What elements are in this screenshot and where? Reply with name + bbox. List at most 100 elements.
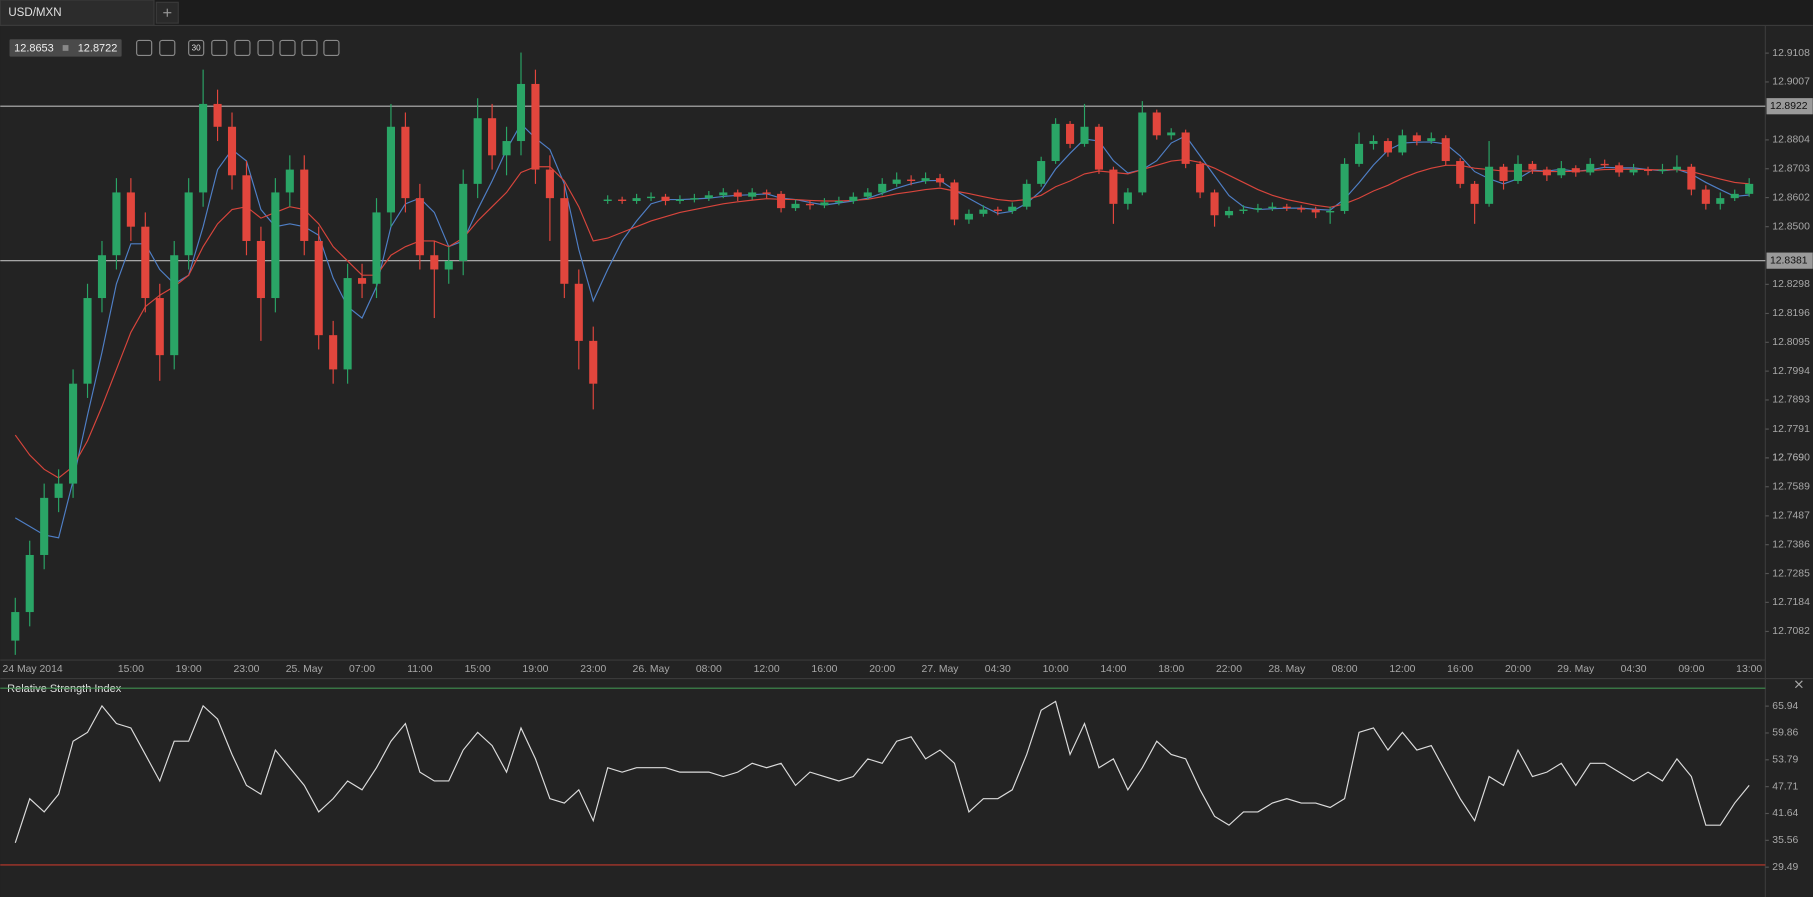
y-tick-label: 35.56 (1772, 835, 1798, 846)
candle-body (1615, 165, 1624, 173)
x-tick-label: 16:00 (811, 664, 837, 675)
candle-body (1239, 209, 1248, 211)
tab[interactable] (0, 0, 155, 27)
x-tick-label: 25. May (286, 664, 324, 675)
x-tick-label: 04:30 (1621, 664, 1647, 675)
zoom-in[interactable] (159, 39, 176, 57)
candle-body (1499, 166, 1508, 182)
candle-body (993, 209, 1002, 211)
indicators[interactable] (234, 39, 251, 57)
candle-body (516, 83, 526, 142)
tool-1[interactable] (257, 39, 274, 57)
y-tick-label: 12.8095 (1772, 337, 1810, 348)
candle-body (415, 198, 424, 256)
candle-body (733, 192, 742, 197)
candle-body (1542, 169, 1551, 176)
candle-body (1398, 135, 1407, 153)
x-tick-label: 20:00 (869, 664, 895, 675)
x-tick-label: 19:00 (176, 664, 202, 675)
candle-body (545, 169, 554, 199)
candle-body (488, 118, 497, 156)
candle-body (358, 278, 367, 284)
period-button[interactable] (188, 39, 205, 57)
add-tab[interactable] (155, 1, 179, 24)
candle-body (401, 126, 410, 199)
candle-body (762, 192, 771, 194)
candle-body (820, 202, 829, 206)
candle-body (11, 612, 20, 641)
candle-body (531, 83, 540, 170)
candle-body (227, 126, 237, 176)
candle-body (97, 255, 107, 299)
x-tick-label: 24 May 2014 (3, 664, 63, 675)
candle-body (502, 141, 511, 156)
candle-body (1282, 206, 1291, 209)
x-tick-label: 16:00 (1447, 664, 1473, 675)
candle-body (849, 196, 858, 201)
x-tick-label: 22:00 (1216, 664, 1242, 675)
x-tick-label: 10:00 (1043, 664, 1069, 675)
bid: 12.8653 (14, 42, 54, 54)
candle-body (213, 103, 222, 127)
x-tick-label: 20:00 (1505, 664, 1531, 675)
candle-body (791, 203, 800, 209)
tab-title: USD/MXN (8, 7, 61, 19)
candle-body (1427, 138, 1436, 142)
candle-body (1340, 163, 1349, 211)
candle-body (1152, 112, 1161, 136)
candle-body (748, 192, 757, 197)
candle-body (256, 240, 265, 299)
candle-body (329, 335, 338, 370)
chart-type[interactable] (211, 39, 228, 57)
candle-body (1008, 206, 1017, 211)
y-tick-label: 12.9007 (1772, 77, 1810, 88)
y-tick-label: 12.7589 (1772, 481, 1810, 492)
x-tick-label: 08:00 (696, 664, 722, 675)
zoom-out[interactable] (136, 39, 153, 57)
candle-body (242, 175, 251, 241)
y-tick-label: 53.79 (1772, 755, 1798, 766)
x-tick-label: 14:00 (1100, 664, 1126, 675)
candle-body (1224, 210, 1234, 216)
y-tick-label: 59.86 (1772, 728, 1798, 739)
y-tick-label: 41.64 (1772, 808, 1798, 819)
candle-body (863, 192, 872, 197)
indicator-title: Relative Strength Index (7, 683, 122, 695)
candle-body (69, 383, 78, 484)
candle-body (1181, 132, 1190, 164)
x-tick-label: 27. May (922, 664, 960, 675)
candle-body (805, 203, 815, 206)
tool-2[interactable] (279, 39, 296, 57)
candle-body (386, 126, 396, 213)
y-tick-label: 12.7487 (1772, 511, 1810, 522)
candle-body (704, 195, 713, 199)
candle-body (618, 199, 627, 201)
candle-body (473, 118, 482, 184)
candle-body (1730, 193, 1739, 199)
tool-3[interactable] (301, 39, 318, 57)
candle-body (1167, 132, 1176, 136)
candle-body (1571, 168, 1580, 173)
candle-body (560, 198, 569, 284)
candle-body (126, 192, 135, 227)
x-tick-label: 04:30 (985, 664, 1011, 675)
candle-body (950, 182, 959, 220)
y-tick-label: 12.8298 (1772, 279, 1810, 290)
y-tick-label: 12.8196 (1772, 308, 1810, 319)
x-tick-label: 18:00 (1158, 664, 1184, 675)
candle-body (574, 283, 583, 341)
candle-body (935, 178, 945, 183)
ask: 12.8722 (78, 42, 118, 54)
tool-4[interactable] (323, 39, 340, 57)
candle-body (632, 198, 641, 201)
candle-body (1066, 123, 1075, 144)
candle-body (661, 196, 670, 201)
candle-body (1196, 163, 1205, 193)
candle-body (1513, 163, 1523, 182)
candle-body (184, 192, 193, 256)
close-indicator[interactable] (1794, 680, 1803, 689)
candle-body (199, 103, 208, 193)
y-tick-label: 47.71 (1772, 781, 1798, 792)
